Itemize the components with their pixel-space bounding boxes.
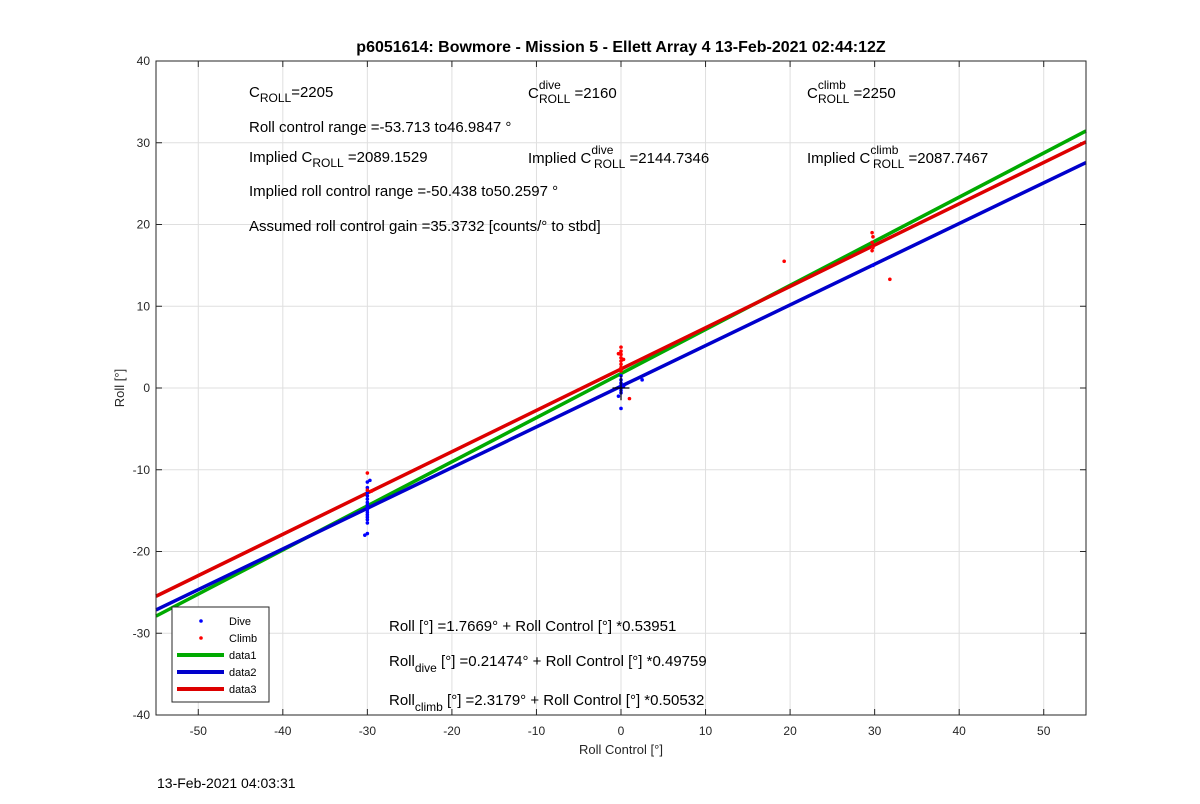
x-tick-label: -30 [359, 724, 377, 738]
y-tick-label: -30 [133, 626, 151, 640]
point-climb [365, 471, 370, 475]
legend: Dive Climb data1 data2 data3 [171, 606, 270, 703]
legend-label-data1: data1 [229, 650, 257, 662]
annotation-assumed-gain: Assumed roll control gain =35.3732 [coun… [249, 218, 601, 235]
point-climb [619, 345, 623, 349]
annotation-c-roll-dive: Cdive ROLL =2160 [528, 78, 617, 106]
y-axis-label: Roll [°] [112, 369, 127, 407]
point-climb [782, 259, 786, 264]
x-tick-label: -10 [528, 724, 546, 738]
point-dive [619, 406, 623, 411]
x-tick-label: 50 [1037, 724, 1051, 738]
annotation-fit-all: Roll [°] =1.7669° + Roll Control [°] *0.… [389, 618, 676, 635]
x-axis-ticks: -50 -40 -30 -20 -10 0 10 20 30 40 50 [190, 61, 1051, 738]
annotation-fit-climb: Rollclimb [°] =2.3179° + Roll Control [°… [389, 692, 704, 714]
annotation-implied-c-roll-dive: Implied Cdive ROLL =2144.7346 [528, 143, 709, 171]
point-climb [627, 396, 632, 401]
y-tick-label: 40 [137, 54, 151, 68]
point-climb [871, 234, 875, 239]
point-climb [369, 489, 374, 493]
x-axis-label: Roll Control [°] [579, 742, 663, 757]
footer-timestamp: 13-Feb-2021 04:03:31 [157, 775, 296, 791]
annotation-implied-c-roll: Implied CROLL =2089.1529 [249, 149, 428, 170]
legend-swatch-dive [199, 619, 203, 623]
x-tick-label: 0 [618, 724, 625, 738]
point-climb [871, 245, 875, 250]
annotation-c-roll-climb: Cclimb ROLL =2250 [807, 78, 896, 106]
point-climb [616, 351, 621, 356]
x-tick-label: 20 [783, 724, 797, 738]
x-tick-label: -20 [443, 724, 461, 738]
point-dive [365, 497, 370, 501]
y-tick-label: 30 [137, 136, 151, 150]
x-tick-label: -40 [274, 724, 292, 738]
point-climb [619, 362, 623, 367]
legend-label-dive: Dive [229, 616, 251, 628]
annotation-roll-control-range: Roll control range =-53.713 to46.9847 ° [249, 119, 511, 136]
y-tick-label: -20 [133, 545, 151, 559]
y-tick-label: -10 [133, 463, 151, 477]
x-tick-label: 10 [699, 724, 713, 738]
point-dive [368, 478, 372, 483]
x-tick-label: 30 [868, 724, 882, 738]
point-dive [365, 517, 370, 522]
data-series [155, 129, 1087, 618]
point-dive [616, 394, 621, 398]
point-dive [640, 378, 644, 382]
point-dive [621, 384, 626, 389]
chart-title: p6051614: Bowmore - Mission 5 - Ellett A… [356, 39, 886, 56]
y-tick-label: 20 [137, 218, 151, 232]
point-dive [363, 533, 367, 537]
point-climb [365, 488, 370, 492]
point-climb [870, 240, 874, 245]
point-climb [619, 365, 623, 370]
legend-label-data3: data3 [229, 684, 257, 696]
point-dive [365, 494, 370, 498]
y-tick-label: 0 [143, 381, 150, 395]
annotation-implied-roll-control-range: Implied roll control range =-50.438 to50… [249, 183, 558, 200]
plot-box [155, 60, 1087, 716]
y-axis-ticks: -40 -30 -20 -10 0 10 20 30 40 [133, 54, 1086, 722]
legend-label-data2: data2 [229, 667, 257, 679]
y-tick-label: 10 [137, 299, 151, 313]
annotation-fit-dive: Rolldive [°] =0.21474° + Roll Control [°… [389, 653, 707, 675]
x-tick-label: -50 [190, 724, 208, 738]
y-tick-label: -40 [133, 708, 151, 722]
point-climb [870, 230, 874, 235]
legend-label-climb: Climb [229, 633, 257, 645]
legend-swatch-climb [199, 636, 203, 640]
point-climb [870, 248, 874, 253]
x-tick-label: 40 [953, 724, 967, 738]
point-climb [619, 369, 623, 373]
point-climb [888, 277, 892, 282]
point-climb [619, 349, 623, 354]
point-dive [365, 521, 370, 525]
point-dive [871, 263, 875, 268]
annotation-implied-c-roll-climb: Implied Cclimb ROLL =2087.7467 [807, 143, 988, 171]
annotation-c-roll: CROLL=2205 [249, 84, 333, 105]
point-climb [621, 357, 626, 362]
